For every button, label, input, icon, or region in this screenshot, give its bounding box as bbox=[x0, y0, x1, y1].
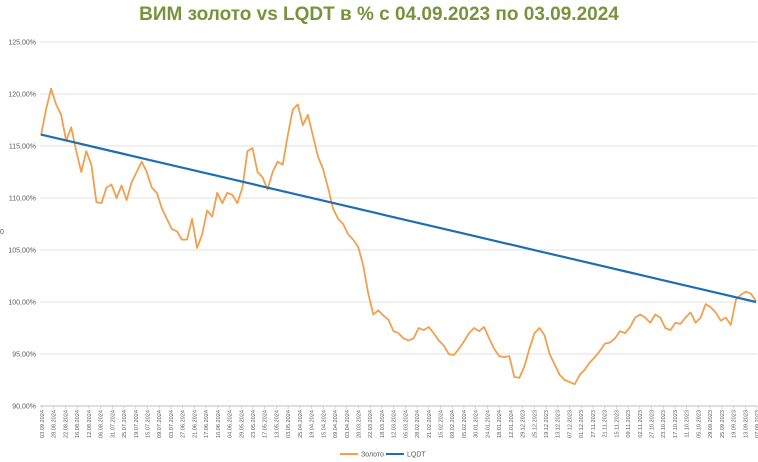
x-tick-label: 18.01.2024 bbox=[497, 410, 503, 438]
x-tick-label: 28.03.2024 bbox=[356, 410, 362, 438]
y-tick-label: 105,00% bbox=[8, 248, 36, 255]
x-tick-label: 16.08.2024 bbox=[75, 410, 81, 438]
x-tick-label: 05.10.2023 bbox=[696, 410, 702, 438]
x-tick-label: 06.08.2024 bbox=[99, 410, 105, 438]
x-tick-label: 15.11.2023 bbox=[614, 410, 620, 438]
left-edge-fragment: 0 bbox=[0, 229, 4, 236]
x-tick-label: 18.03.2024 bbox=[380, 410, 386, 438]
y-tick-label: 95,00% bbox=[12, 352, 36, 359]
x-tick-label: 28.02.2024 bbox=[415, 410, 421, 438]
gridlines bbox=[40, 41, 757, 355]
x-tick-label: 30.01.2024 bbox=[474, 410, 480, 438]
x-tick-label: 24.01.2024 bbox=[485, 410, 491, 438]
x-tick-label: 19.09.2023 bbox=[732, 410, 738, 438]
series-line-lqdt bbox=[40, 133, 757, 304]
x-tick-label: 03.05.2024 bbox=[286, 410, 292, 438]
x-tick-label: 27.10.2023 bbox=[650, 410, 656, 438]
x-tick-label: 19.12.2023 bbox=[544, 410, 550, 438]
legend-gold-label: Золото bbox=[361, 452, 384, 459]
x-tick-label: 31.07.2024 bbox=[110, 410, 116, 438]
x-tick-label: 03.09.2024 bbox=[40, 410, 46, 438]
x-tick-label: 13.09.2023 bbox=[743, 410, 749, 438]
series-line-gold bbox=[40, 87, 757, 386]
x-tick-label: 05.02.2024 bbox=[462, 410, 468, 438]
x-tick-label: 13.12.2023 bbox=[556, 410, 562, 438]
x-tick-label: 21.06.2024 bbox=[192, 410, 198, 438]
y-tick-label: 100,00% bbox=[8, 300, 36, 307]
x-tick-label: 29.05.2024 bbox=[239, 410, 245, 438]
x-tick-label: 12.03.2024 bbox=[392, 410, 398, 438]
y-tick-label: 115,00% bbox=[9, 144, 36, 151]
x-tick-label: 19.04.2024 bbox=[310, 410, 316, 438]
x-tick-label: 09.07.2024 bbox=[157, 410, 163, 438]
x-tick-label: 25.09.2023 bbox=[720, 410, 726, 438]
x-tick-label: 21.11.2023 bbox=[603, 410, 609, 438]
x-tick-label: 03.04.2024 bbox=[345, 410, 351, 438]
x-tick-label: 29.09.2023 bbox=[708, 410, 714, 438]
x-tick-label: 07.09.2023 bbox=[755, 410, 758, 438]
x-tick-label: 28.08.2024 bbox=[52, 410, 58, 438]
x-tick-label: 25.07.2024 bbox=[122, 410, 128, 438]
x-tick-label: 15.04.2024 bbox=[321, 410, 327, 438]
x-tick-label: 11.10.2023 bbox=[685, 410, 691, 438]
x-tick-label: 03.07.2024 bbox=[169, 410, 175, 438]
legend: Золото LQDT bbox=[340, 452, 426, 459]
x-tick-label: 12.01.2024 bbox=[509, 410, 515, 438]
x-tick-label: 17.05.2024 bbox=[263, 410, 269, 438]
y-tick-label: 110,00% bbox=[9, 196, 36, 203]
x-tick-label: 27.06.2024 bbox=[181, 410, 187, 438]
x-tick-label: 04.06.2024 bbox=[228, 410, 234, 438]
y-tick-label: 120,00% bbox=[8, 92, 36, 99]
x-tick-label: 17.10.2023 bbox=[673, 410, 679, 438]
x-tick-label: 19.07.2024 bbox=[134, 410, 140, 438]
x-tick-label: 23.05.2024 bbox=[251, 410, 257, 438]
chart-title: ВИМ золото vs LQDT в % с 04.09.2023 по 0… bbox=[139, 4, 619, 25]
x-tick-label: 15.07.2024 bbox=[145, 410, 151, 438]
legend-lqdt-label: LQDT bbox=[407, 452, 426, 459]
x-tick-label: 22.08.2024 bbox=[63, 410, 69, 438]
x-tick-label: 22.03.2024 bbox=[368, 410, 374, 438]
x-tick-label: 13.05.2024 bbox=[274, 410, 280, 438]
x-tick-label: 07.12.2023 bbox=[567, 410, 573, 438]
x-tick-label: 10.06.2024 bbox=[216, 410, 222, 438]
x-tick-label: 09.04.2024 bbox=[333, 410, 339, 438]
x-tick-label: 09.02.2024 bbox=[450, 410, 456, 438]
x-tick-label: 25.12.2023 bbox=[532, 410, 538, 438]
x-axis-ticks: 03.09.2024 28.08.2024 22.08.2024 16.08.2024… bbox=[40, 406, 758, 438]
y-tick-label: 90,00% bbox=[12, 404, 36, 411]
x-tick-label: 17.06.2024 bbox=[204, 410, 210, 438]
x-tick-label: 12.08.2024 bbox=[87, 410, 93, 438]
x-tick-label: 21.02.2024 bbox=[427, 410, 433, 438]
x-tick-label: 02.11.2023 bbox=[638, 410, 644, 438]
x-tick-label: 15.02.2024 bbox=[439, 410, 445, 438]
x-tick-label: 23.10.2023 bbox=[661, 410, 667, 438]
x-tick-label: 01.12.2023 bbox=[579, 410, 585, 438]
x-tick-label: 29.12.2023 bbox=[521, 410, 527, 438]
x-tick-label: 27.11.2023 bbox=[591, 410, 597, 438]
series-layer bbox=[40, 87, 757, 386]
x-tick-label: 25.04.2024 bbox=[298, 410, 304, 438]
x-tick-label: 05.03.2024 bbox=[403, 410, 409, 438]
x-tick-label: 09.11.2023 bbox=[626, 410, 632, 438]
y-tick-label: 125,00% bbox=[8, 40, 36, 47]
y-axis-ticks: 90,00% 95,00% 100,00% 105,00% 110,00% 115,00%… bbox=[8, 40, 36, 411]
